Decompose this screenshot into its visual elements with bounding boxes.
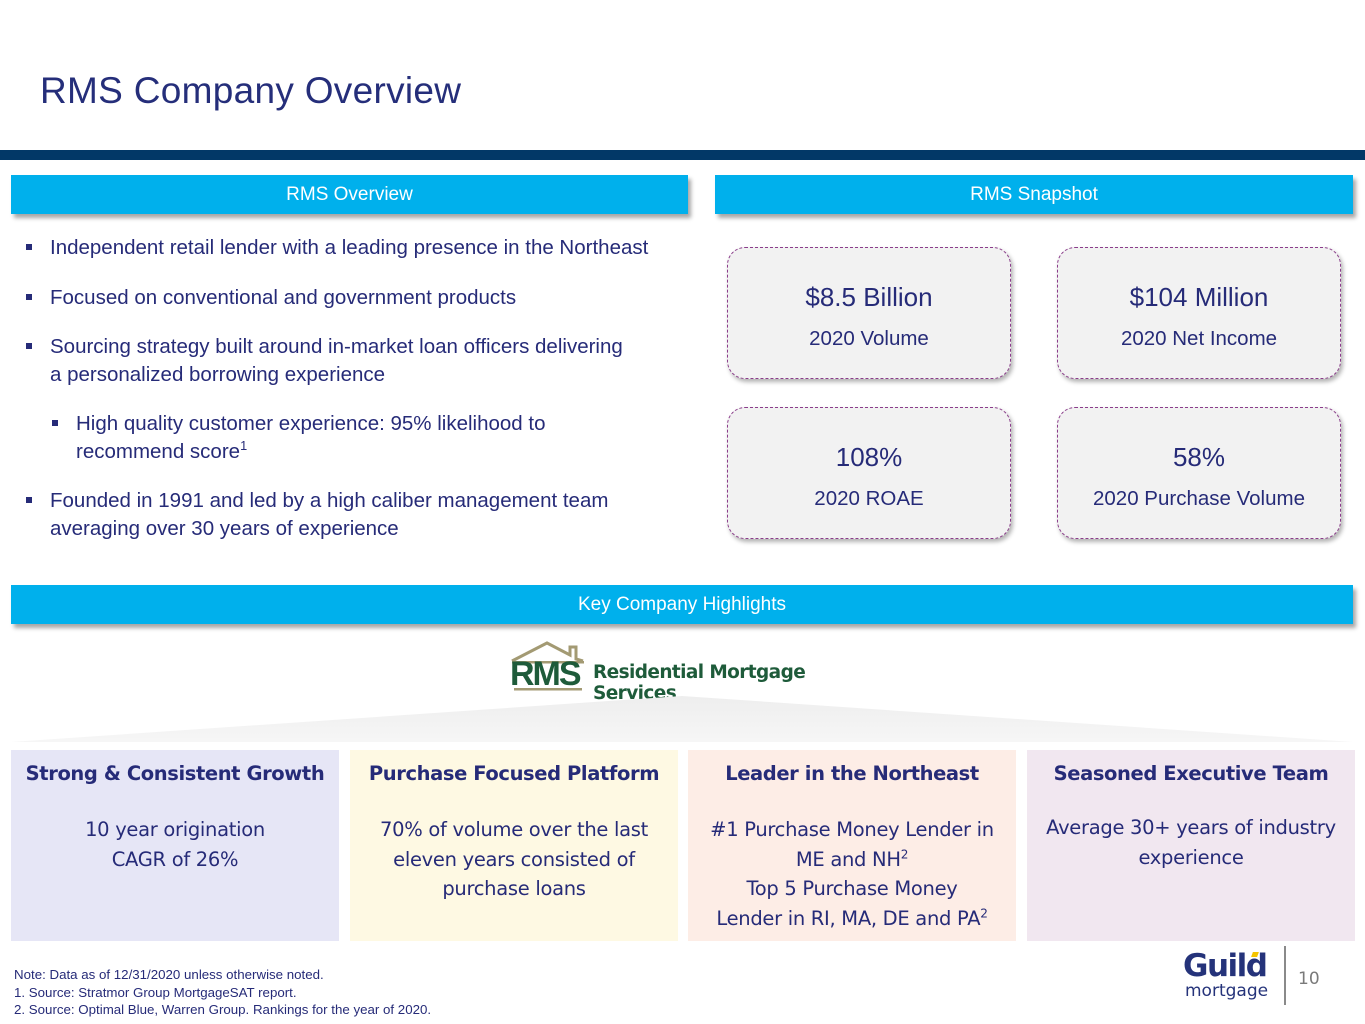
rms-logo-mark: RMS bbox=[510, 655, 582, 693]
guild-mortgage-logo: Guild mortgage bbox=[1183, 950, 1268, 1000]
snapshot-label: 2020 Volume bbox=[809, 327, 929, 350]
bullet-item: Founded in 1991 and led by a high calibe… bbox=[22, 487, 702, 542]
bullet-item: Sourcing strategy built around in-market… bbox=[22, 333, 630, 388]
highlight-heading: Leader in the Northeast bbox=[725, 762, 979, 785]
highlight-body: 70% of volume over the last eleven years… bbox=[380, 818, 648, 900]
guild-subtext: mortgage bbox=[1185, 981, 1269, 1001]
section-header-highlights: Key Company Highlights bbox=[11, 585, 1353, 624]
snapshot-value: 108% bbox=[835, 442, 903, 472]
highlight-card-executive: Seasoned Executive Team Average 30+ year… bbox=[1027, 750, 1355, 941]
highlight-card-purchase: Purchase Focused Platform 70% of volume … bbox=[350, 750, 678, 941]
square-bullet-icon bbox=[52, 420, 58, 426]
snapshot-card-net-income: $104 Million 2020 Net Income bbox=[1057, 247, 1341, 379]
overview-bullet-list: Independent retail lender with a leading… bbox=[22, 234, 702, 564]
highlight-heading: Purchase Focused Platform bbox=[368, 762, 660, 785]
snapshot-value: $104 Million bbox=[1129, 282, 1269, 312]
highlight-heading: Seasoned Executive Team bbox=[1053, 762, 1329, 785]
footnote-ref: 2 bbox=[900, 847, 909, 861]
square-bullet-icon bbox=[26, 497, 32, 503]
footnotes: Note: Data as of 12/31/2020 unless other… bbox=[14, 966, 431, 1019]
highlight-body: #1 Purchase Money Lender in ME and NH2 T… bbox=[710, 818, 994, 930]
square-bullet-icon bbox=[26, 293, 32, 300]
snapshot-label: 2020 Net Income bbox=[1120, 327, 1278, 350]
footnote-note: Note: Data as of 12/31/2020 unless other… bbox=[14, 967, 324, 982]
highlight-body: 10 year origination CAGR of 26% bbox=[85, 818, 265, 871]
page-title: RMS Company Overview bbox=[40, 70, 462, 111]
snapshot-card-roae: 108% 2020 ROAE bbox=[727, 407, 1011, 539]
square-bullet-icon bbox=[26, 244, 32, 250]
header-divider-bar bbox=[0, 150, 1365, 160]
section-header-snapshot: RMS Snapshot bbox=[715, 175, 1353, 214]
house-roof-icon bbox=[511, 641, 584, 691]
section-header-overview: RMS Overview bbox=[11, 175, 688, 214]
snapshot-value: $8.5 Billion bbox=[805, 282, 933, 312]
bullet-item: Independent retail lender with a leading… bbox=[22, 234, 702, 262]
footer-divider bbox=[1284, 946, 1286, 1005]
footnote-ref: 1 bbox=[240, 437, 248, 453]
page-number: 10 bbox=[1298, 969, 1320, 989]
highlight-body: Average 30+ years of industry experience bbox=[1046, 816, 1336, 869]
snapshot-label: 2020 ROAE bbox=[814, 487, 924, 510]
snapshot-card-volume: $8.5 Billion 2020 Volume bbox=[727, 247, 1011, 379]
highlight-card-northeast: Leader in the Northeast #1 Purchase Mone… bbox=[688, 750, 1016, 941]
snapshot-card-purchase-volume: 58% 2020 Purchase Volume bbox=[1057, 407, 1341, 539]
roof-divider-shape bbox=[11, 696, 1353, 742]
highlight-heading: Strong & Consistent Growth bbox=[25, 762, 325, 785]
footnote-1: 1. Source: Stratmor Group MortgageSAT re… bbox=[14, 984, 297, 1000]
snapshot-label: 2020 Purchase Volume bbox=[1093, 487, 1305, 510]
footnote-ref: 2 bbox=[980, 906, 988, 920]
footnote-2: 2. Source: Optimal Blue, Warren Group. R… bbox=[14, 1002, 432, 1017]
highlight-card-growth: Strong & Consistent Growth 10 year origi… bbox=[11, 750, 339, 941]
sub-bullet-item: High quality customer experience: 95% li… bbox=[48, 410, 606, 465]
snapshot-value: 58% bbox=[1172, 442, 1226, 472]
rms-logo: RMS Residential Mortgage Services bbox=[508, 641, 868, 704]
bullet-item: Focused on conventional and government p… bbox=[22, 284, 702, 312]
square-bullet-icon bbox=[26, 343, 32, 349]
